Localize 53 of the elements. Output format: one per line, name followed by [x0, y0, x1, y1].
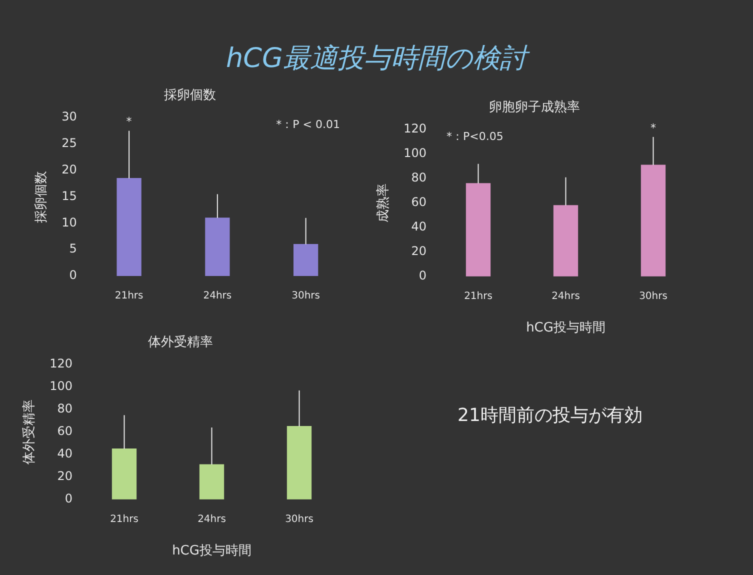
y-tick-label: 60 [411, 195, 427, 210]
y-axis-title: 採卵個数 [34, 170, 50, 223]
bar [116, 178, 142, 276]
y-tick-label: 40 [57, 446, 73, 461]
y-tick-label: 100 [50, 379, 73, 394]
y-tick-label: 80 [411, 170, 427, 185]
x-tick-label: 21hrs [110, 514, 138, 525]
y-tick-label: 0 [64, 492, 73, 506]
bar [553, 205, 578, 276]
y-tick-label: 0 [418, 268, 427, 283]
bar [466, 183, 491, 276]
bar [199, 464, 224, 500]
y-tick-label: 15 [62, 188, 77, 203]
y-tick-label: 80 [57, 402, 73, 416]
y-tick-label: 25 [62, 136, 77, 150]
bar [293, 244, 318, 276]
bar [640, 164, 666, 276]
x-axis-title: hCG投与時間 [172, 544, 252, 559]
annotation: *：P<0.05 [446, 130, 504, 143]
y-tick-label: 20 [57, 469, 73, 484]
annotation: *：P < 0.01 [276, 118, 340, 131]
y-tick-label: 5 [69, 242, 77, 256]
y-tick-label: 10 [62, 215, 77, 230]
y-tick-label: 30 [62, 110, 77, 124]
y-axis-title: 体外受精率 [21, 400, 38, 464]
x-tick-label: 30hrs [639, 290, 668, 302]
chart-title: 体外受精率 [148, 334, 213, 350]
bar [112, 448, 137, 500]
y-axis-title: 成熟率 [375, 184, 392, 222]
x-tick-label: 24hrs [198, 514, 226, 525]
x-tick-label: 21hrs [114, 290, 144, 302]
annotation: * [126, 115, 132, 128]
y-tick-label: 0 [69, 268, 77, 282]
chart-title: 卵胞卵子成熟率 [489, 99, 580, 116]
y-tick-label: 40 [411, 220, 427, 234]
x-tick-label: 30hrs [292, 290, 320, 302]
x-axis-title: hCG投与時間 [526, 320, 606, 336]
y-tick-label: 120 [50, 356, 73, 371]
x-tick-label: 30hrs [285, 514, 314, 525]
text: 21時間前の投与が有効 [456, 404, 644, 427]
y-tick-label: 120 [404, 122, 427, 136]
y-tick-label: 60 [57, 424, 73, 438]
x-tick-label: 24hrs [203, 290, 232, 302]
y-tick-label: 20 [411, 244, 427, 258]
bar [205, 218, 230, 276]
chart-title: 採卵個数 [164, 88, 216, 104]
y-tick-label: 100 [404, 146, 427, 160]
x-tick-label: 24hrs [552, 290, 580, 302]
text: hCG最適投与時間の検討 [225, 42, 531, 76]
x-tick-label: 21hrs [464, 290, 492, 302]
bar [286, 426, 312, 500]
y-tick-label: 20 [62, 162, 77, 177]
annotation: * [650, 121, 656, 134]
